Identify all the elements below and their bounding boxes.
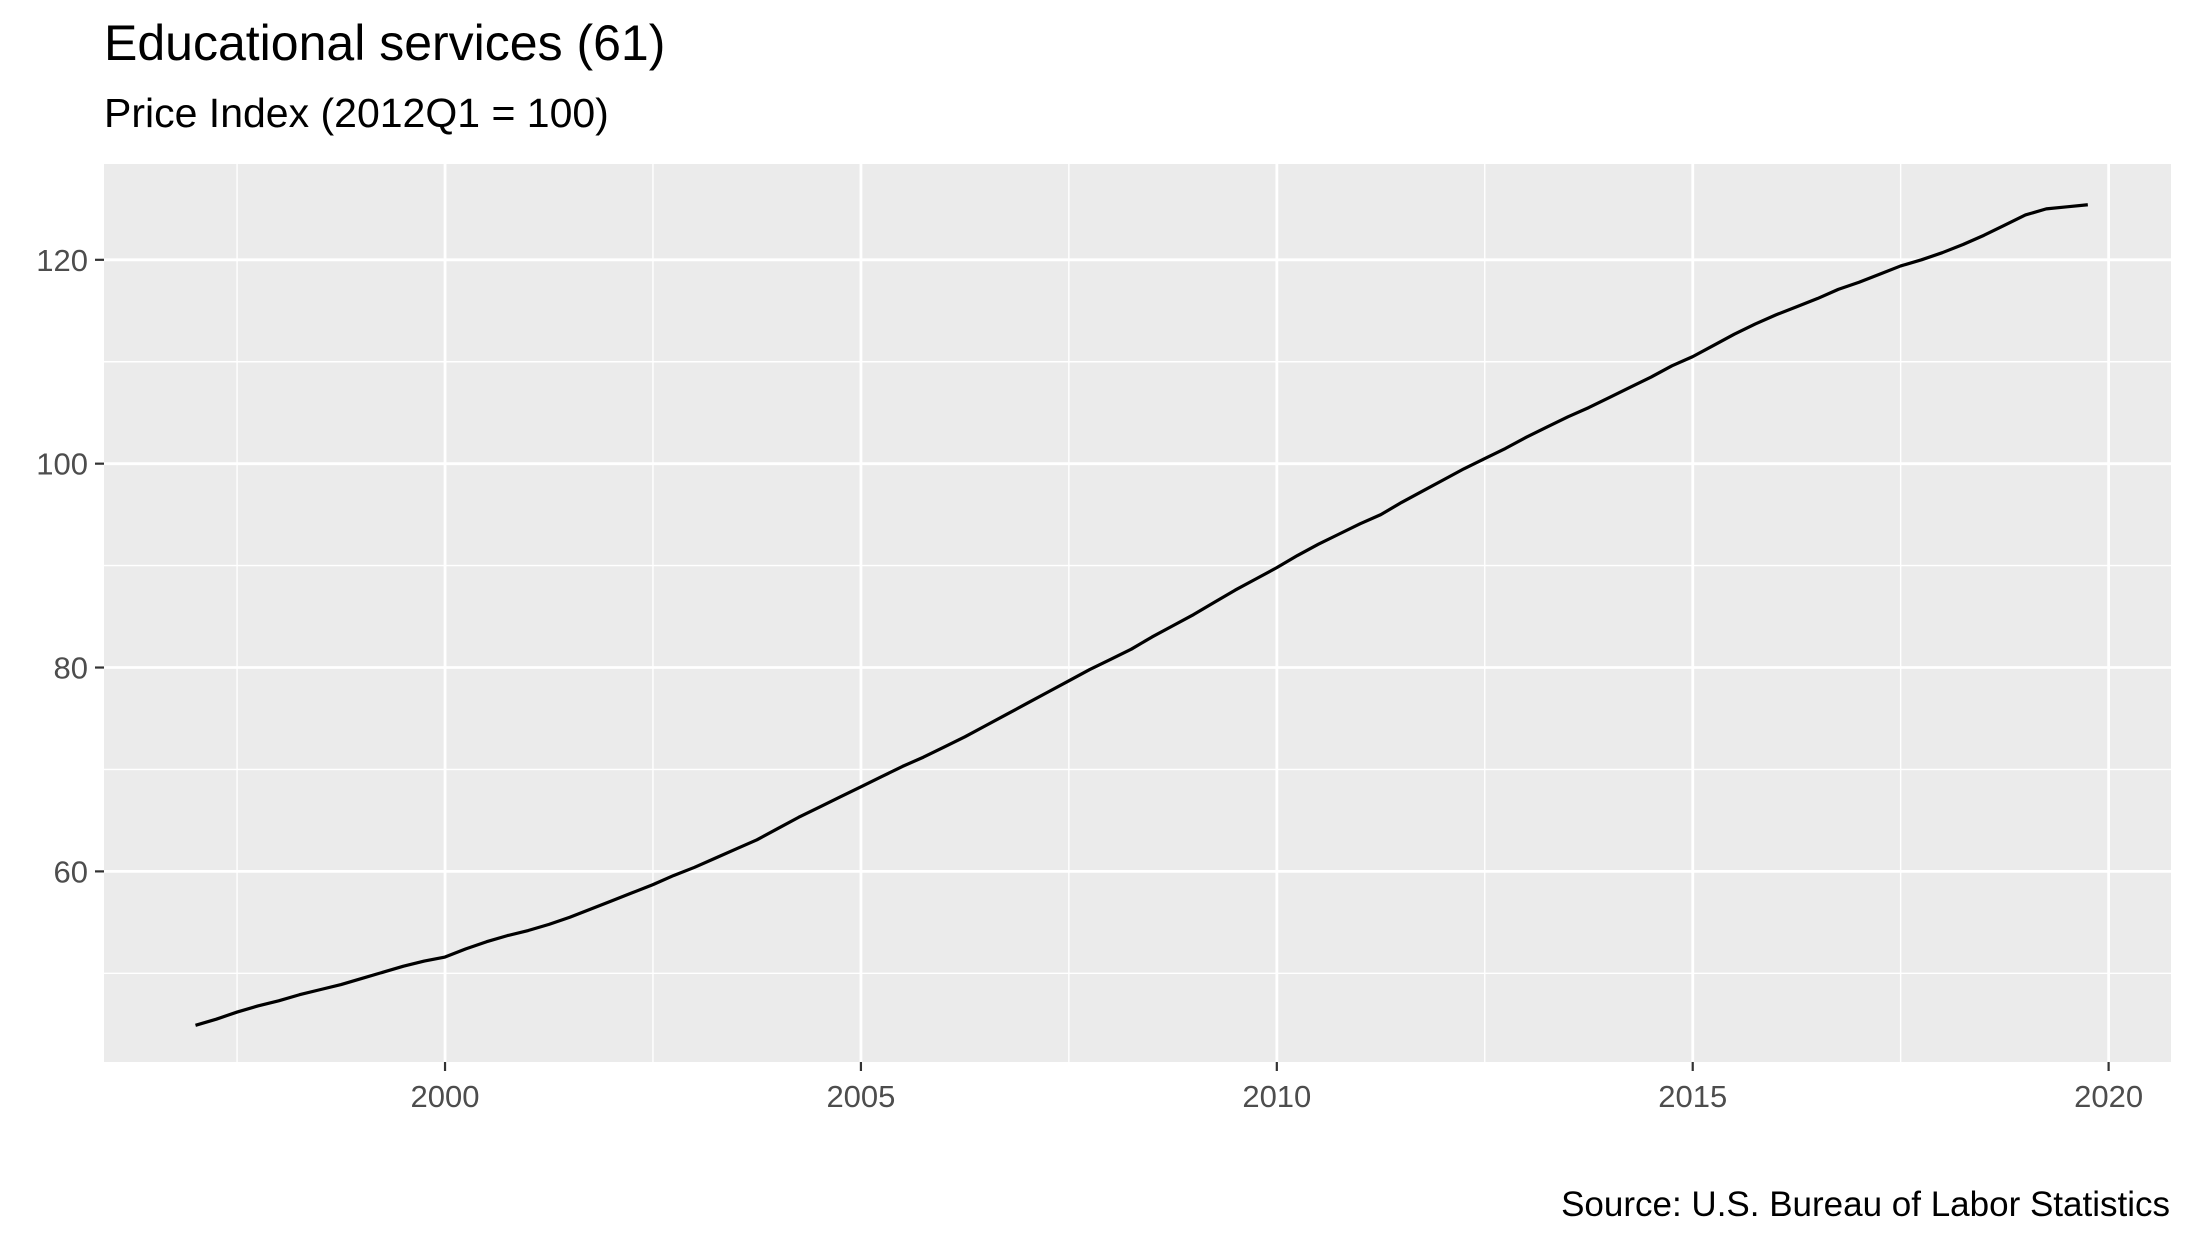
major-gridlines bbox=[104, 164, 2171, 1062]
source-caption: Source: U.S. Bureau of Labor Statistics bbox=[1561, 1185, 2170, 1224]
x-tick-label: 2000 bbox=[411, 1079, 480, 1114]
y-tick-label: 80 bbox=[54, 651, 88, 686]
y-tick-label: 100 bbox=[36, 447, 88, 482]
chart-subtitle: Price Index (2012Q1 = 100) bbox=[104, 90, 609, 136]
minor-gridlines bbox=[104, 164, 2171, 1062]
plot-panel bbox=[104, 164, 2171, 1062]
axis-layer: 2000 2005 2010 2015 2020 60 80 100 120 bbox=[36, 243, 2143, 1114]
y-tick-label: 60 bbox=[54, 854, 88, 889]
x-tick-label: 2005 bbox=[826, 1079, 895, 1114]
x-tick-label: 2010 bbox=[1242, 1079, 1311, 1114]
x-tick-label: 2020 bbox=[2074, 1079, 2143, 1114]
series-layer bbox=[195, 203, 2088, 1027]
x-tick-label: 2015 bbox=[1658, 1079, 1727, 1114]
y-tick-label: 120 bbox=[36, 243, 88, 278]
series-line bbox=[195, 203, 2088, 1027]
chart-title: Educational services (61) bbox=[104, 15, 666, 71]
